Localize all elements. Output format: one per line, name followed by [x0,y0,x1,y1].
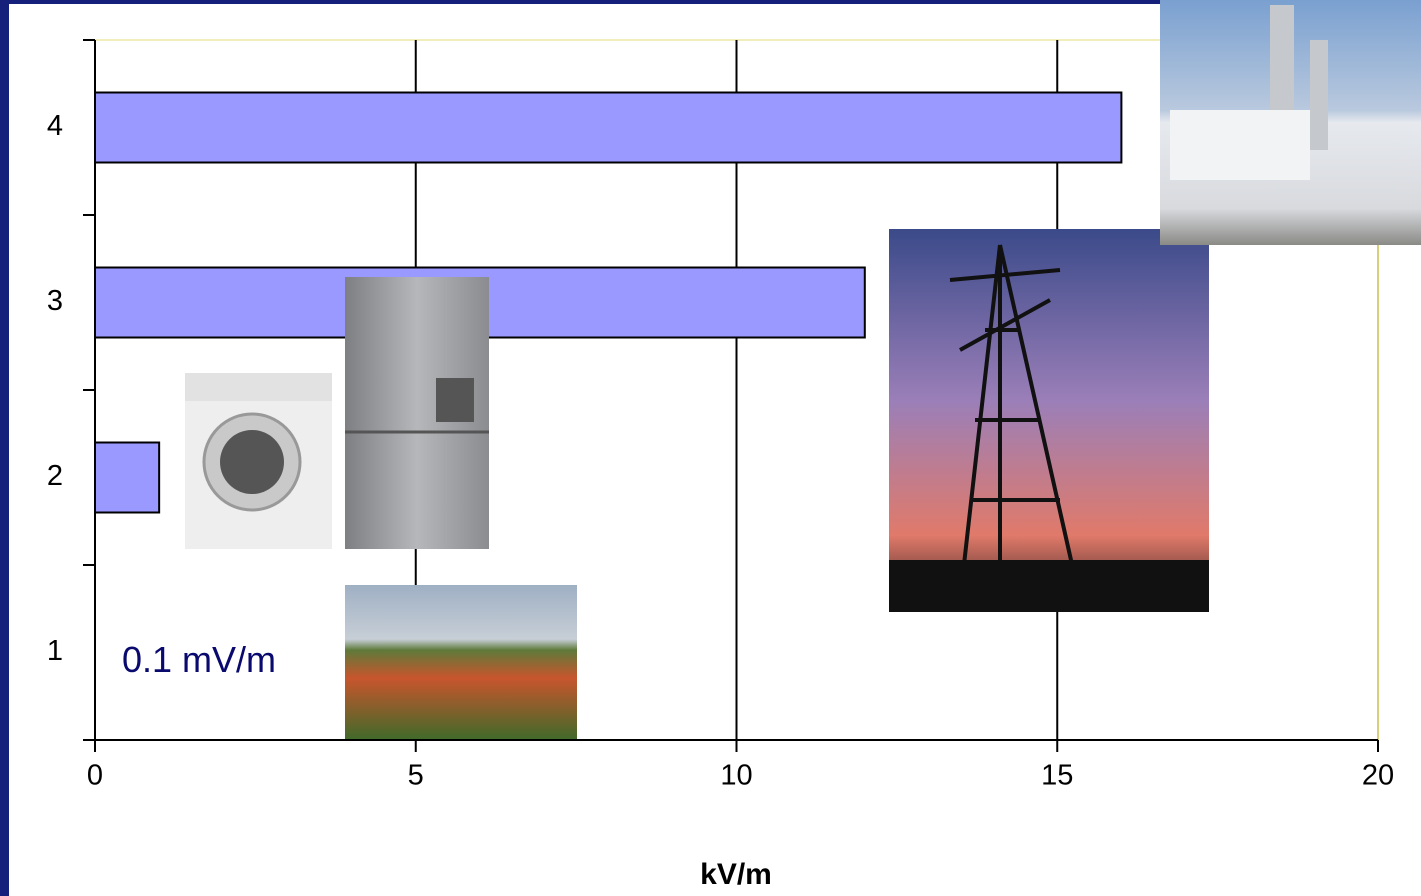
bar [94,441,161,514]
y-tick-label: 1 [47,635,63,667]
value-label: 0.1 mV/m [122,639,276,680]
photo-power-station [1160,0,1421,245]
x-tick-label: 10 [720,760,752,792]
photo-washing-machine [185,373,332,549]
x-tick-label: 5 [408,760,424,792]
x-tick-label: 15 [1041,760,1073,792]
x-tick-label: 20 [1362,760,1394,792]
photo-pylon [889,229,1209,612]
y-tick-label: 2 [47,460,63,492]
photo-fridge [345,277,489,549]
y-tick-label: 4 [47,110,63,142]
y-tick-label: 3 [47,285,63,317]
x-tick-label: 0 [87,760,103,792]
photo-field [345,585,577,740]
bar [94,91,1123,164]
x-axis-title: kV/m [700,858,772,891]
